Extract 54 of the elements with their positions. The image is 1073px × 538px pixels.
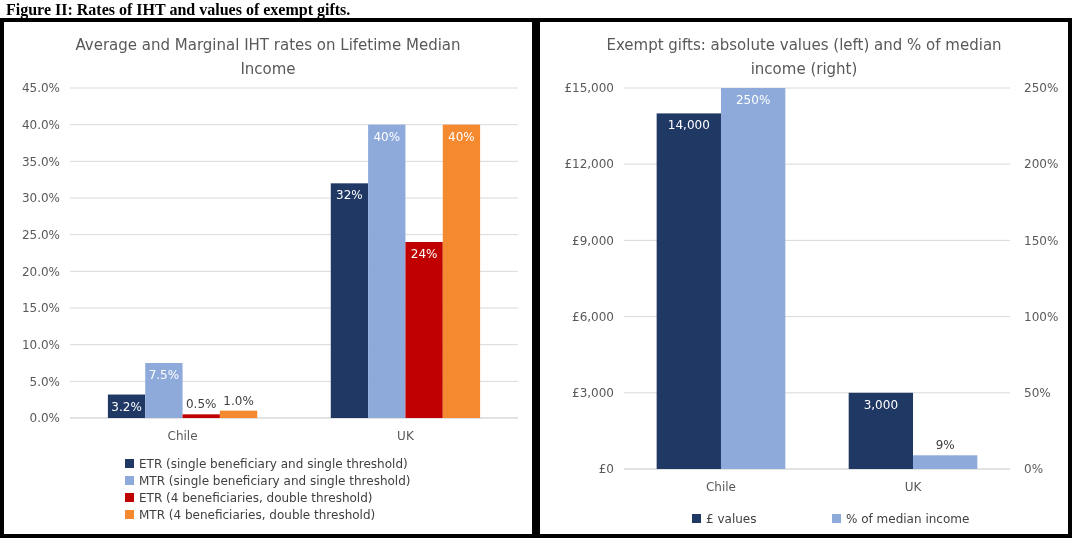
x-tick-label: UK <box>397 429 415 443</box>
data-label: 14,000 <box>667 118 710 133</box>
bar <box>219 410 258 418</box>
y-tick-label: 20.0% <box>21 264 60 279</box>
y-tick-label: 15.0% <box>21 301 60 316</box>
data-label: 40% <box>448 129 475 144</box>
text: Figure II: Rates of IHT and values of exempt gifts. <box>6 1 351 19</box>
y-tick-label: £0 <box>598 462 614 477</box>
legend-label: MTR (4 beneficiaries, double threshold) <box>139 508 376 523</box>
y-tick-label: 35.0% <box>21 154 60 169</box>
data-label: 1.0% <box>223 393 254 408</box>
x-tick-label: Chile <box>167 429 198 443</box>
legend-label: % of median income <box>846 512 970 527</box>
y2-tick-label: 250% <box>1024 81 1059 96</box>
data-label: 40% <box>373 129 401 144</box>
bar <box>405 242 443 418</box>
data-label: 32% <box>336 188 363 203</box>
data-label: 9% <box>935 438 955 453</box>
legend-label: £ values <box>706 512 757 527</box>
y-tick-label: £9,000 <box>572 233 614 248</box>
chart-title: Exempt gifts: absolute values (left) and % of median income (right) <box>606 36 1002 78</box>
x-tick-label: UK <box>904 480 923 494</box>
y-tick-label: £12,000 <box>564 157 614 172</box>
y-tick-label: £6,000 <box>572 309 614 324</box>
y2-tick-label: 50% <box>1024 386 1051 400</box>
y-tick-label: £3,000 <box>572 386 614 400</box>
y-tick-label: 5.0% <box>29 374 60 389</box>
bar <box>330 183 369 418</box>
legend-label: ETR (single beneficiary and single threshold) <box>139 457 408 472</box>
y2-tick-label: 100% <box>1024 309 1059 324</box>
chart-title: Average and Marginal IHT rates on Lifetime Median Income <box>75 36 461 78</box>
y2-tick-label: 200% <box>1024 157 1059 172</box>
y-tick-label: 10.0% <box>21 337 60 352</box>
data-label: 3,000 <box>863 397 899 412</box>
y-tick-label: 40.0% <box>21 117 60 132</box>
y-tick-label: 25.0% <box>21 227 60 242</box>
y2-tick-label: 150% <box>1024 233 1059 248</box>
x-tick-label: Chile <box>705 480 736 494</box>
legend-label: MTR (single beneficiary and single threshold) <box>139 474 411 489</box>
y-tick-label: 30.0% <box>21 191 60 206</box>
data-label: 3.2% <box>111 399 142 414</box>
data-label: 250% <box>735 93 771 107</box>
bar <box>182 414 220 418</box>
legend-label: ETR (4 beneficiaries, double threshold) <box>139 491 373 506</box>
y2-tick-label: 0% <box>1024 462 1044 477</box>
data-label: 0.5% <box>185 397 217 412</box>
bar <box>145 363 183 418</box>
bar <box>368 124 406 418</box>
y-tick-label: £15,000 <box>564 81 614 96</box>
y-tick-label: 45.0% <box>21 81 60 96</box>
bar <box>442 124 481 418</box>
data-label: 7.5% <box>148 368 180 382</box>
y-tick-label: 0.0% <box>29 411 60 426</box>
data-label: 24% <box>410 247 438 261</box>
